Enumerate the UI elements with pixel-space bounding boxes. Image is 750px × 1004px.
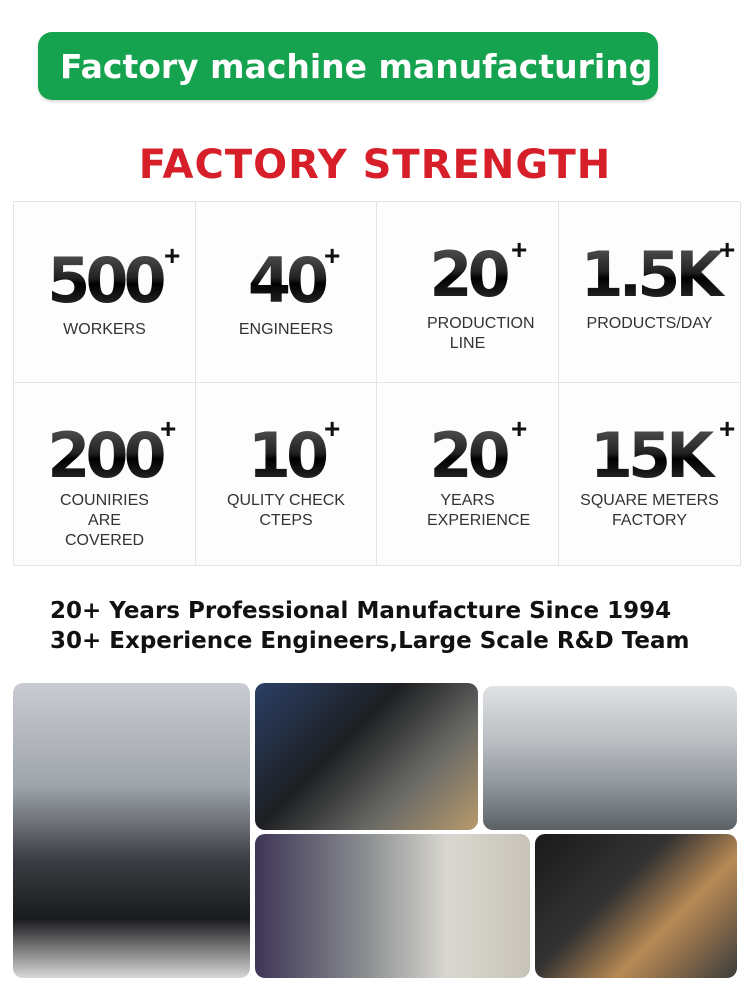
stat-label: QULITY CHECK CTEPS — [227, 492, 345, 529]
stat-cell: 10 + QULITY CHECK CTEPS — [196, 383, 377, 566]
stat-label: SQUARE METERS FACTORY — [580, 492, 719, 529]
plus-mark: + — [719, 413, 736, 444]
tagline: 30+ Experience Engineers,Large Scale R&D… — [50, 628, 690, 654]
plus-mark: + — [719, 234, 736, 265]
battery-assembly-photo — [255, 683, 478, 830]
section-title: FACTORY STRENGTH — [138, 142, 612, 188]
stats-grid: 500 + WORKERS 40 + ENGINEERS 20 + PRODUCTION L… — [13, 201, 741, 566]
stat-value: 1.5K — [559, 244, 740, 306]
factory-floor-photo — [13, 683, 250, 978]
plus-mark: + — [511, 234, 528, 265]
stat-label: YEARS EXPERIENCE — [427, 492, 531, 529]
stat-cell: 500 + WORKERS — [14, 202, 196, 383]
stat-cell: 20 + PRODUCTION LINE — [377, 202, 559, 383]
stat-value: 10 — [196, 425, 376, 487]
stat-cell: 40 + ENGINEERS — [196, 202, 377, 383]
production-line-photo — [483, 686, 737, 830]
stat-cell: 1.5K + PRODUCTS/DAY — [559, 202, 741, 383]
stat-label: PRODUCTS/DAY — [586, 315, 713, 332]
stat-label: ENGINEERS — [238, 321, 334, 338]
banner: Factory machine manufacturing — [38, 32, 658, 100]
plus-mark: + — [324, 240, 341, 271]
stat-label: WORKERS — [63, 321, 146, 338]
stat-value: 500 — [14, 250, 195, 312]
plus-mark: + — [324, 413, 341, 444]
plus-mark: + — [511, 413, 528, 444]
quality-testing-photo — [255, 834, 530, 978]
stat-cell: 20 + YEARS EXPERIENCE — [377, 383, 559, 566]
stat-value: 15K — [559, 425, 740, 487]
stat-cell: 15K + SQUARE METERS FACTORY — [559, 383, 741, 566]
stat-value: 200 — [14, 425, 195, 487]
plus-mark: + — [160, 413, 177, 444]
stat-cell: 200 + COUNIRIES ARE COVERED — [14, 383, 196, 566]
plus-mark: + — [164, 240, 181, 271]
tagline: 20+ Years Professional Manufacture Since… — [50, 598, 672, 624]
stat-value: 20 — [377, 425, 558, 487]
stat-label: PRODUCTION LINE — [427, 315, 535, 352]
stat-value: 20 — [377, 244, 558, 306]
stat-label: COUNIRIES ARE COVERED — [60, 492, 149, 549]
stat-value: 40 — [196, 250, 376, 312]
inverter-stock-photo — [535, 834, 737, 978]
